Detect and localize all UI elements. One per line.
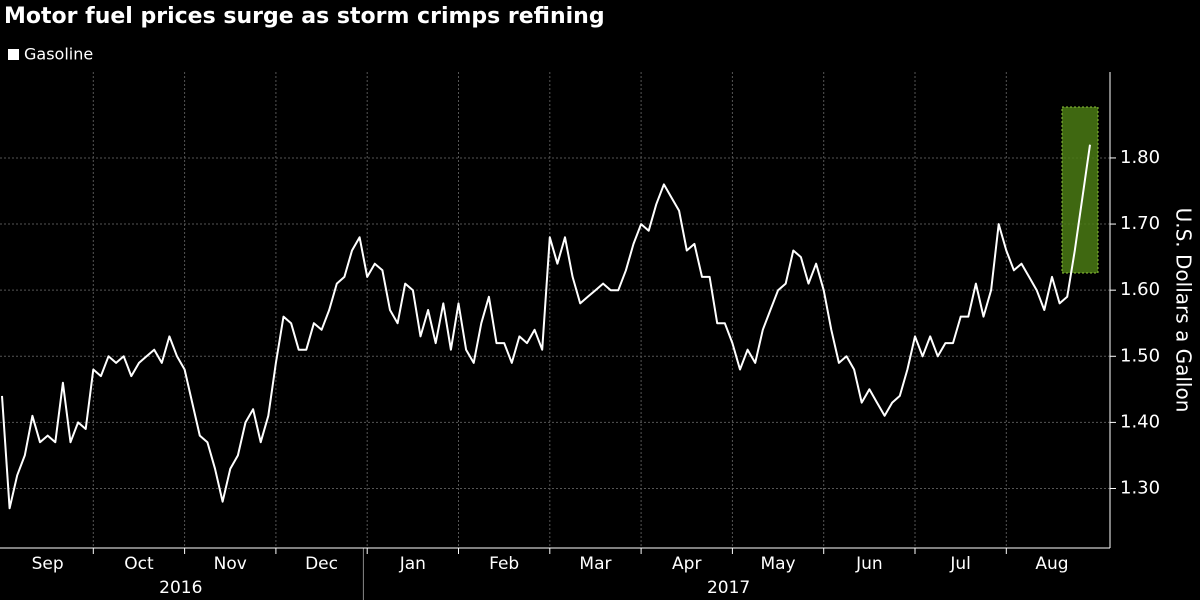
- x-tick-label: Sep: [32, 554, 64, 574]
- x-tick-label: Jul: [949, 554, 971, 574]
- x-tick-label: Dec: [305, 554, 338, 574]
- y-axis-label: U.S. Dollars a Gallon: [1172, 208, 1196, 413]
- line-series: [1, 144, 1091, 510]
- x-tick-label: Mar: [579, 554, 611, 574]
- x-tick-label: Feb: [489, 554, 519, 574]
- x-tick-label: Nov: [214, 554, 247, 574]
- x-group-label: 2016: [159, 578, 202, 598]
- legend-swatch: [8, 49, 19, 60]
- y-tick-label: 1.30: [1120, 478, 1160, 499]
- x-tick-label: Oct: [124, 554, 154, 574]
- x-tick-label: Jan: [399, 554, 426, 574]
- x-tick-label: May: [760, 554, 795, 574]
- y-tick-label: 1.70: [1120, 213, 1160, 234]
- y-tick-label: 1.40: [1120, 411, 1160, 432]
- x-tick-label: Apr: [672, 554, 701, 574]
- highlight-box: [1061, 106, 1099, 274]
- x-tick-label: Aug: [1035, 554, 1068, 574]
- x-tick-label: Jun: [855, 554, 883, 574]
- y-tick-label: 1.60: [1120, 279, 1160, 300]
- y-tick-label: 1.80: [1120, 147, 1160, 168]
- legend-label: Gasoline: [24, 45, 93, 64]
- x-group-label: 2017: [707, 578, 750, 598]
- chart-title: Motor fuel prices surge as storm crimps …: [4, 4, 605, 29]
- y-tick-label: 1.50: [1120, 345, 1160, 366]
